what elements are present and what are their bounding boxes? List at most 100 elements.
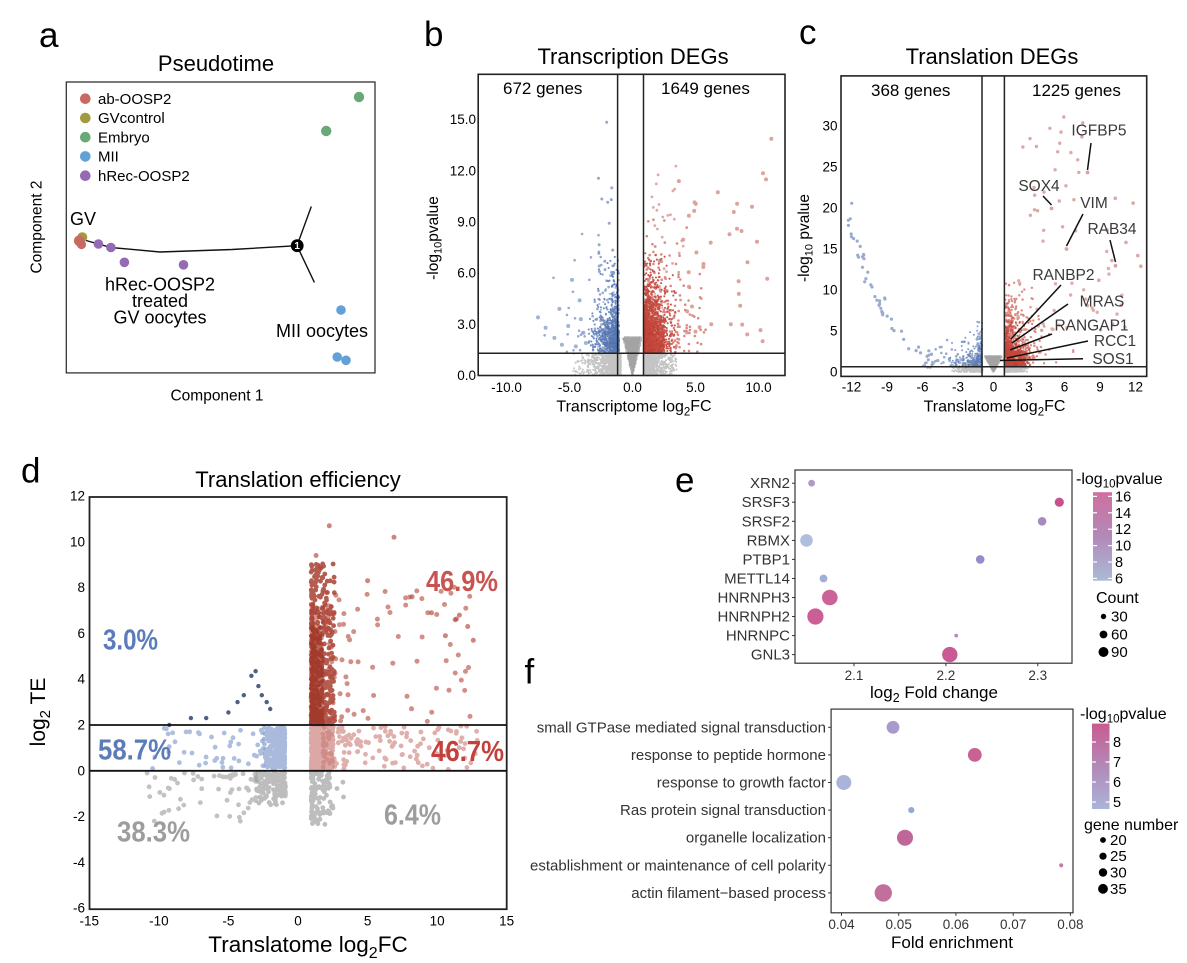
svg-text:HNRNPC: HNRNPC [726,628,790,645]
svg-text:f: f [525,653,535,692]
svg-text:25: 25 [822,160,837,175]
svg-text:0: 0 [830,365,838,380]
svg-text:6: 6 [77,626,85,641]
svg-text:SRSF3: SRSF3 [742,494,790,511]
svg-text:2.3: 2.3 [1028,668,1047,683]
svg-text:-log10pvalue: -log10pvalue [1076,471,1163,491]
svg-text:GNL3: GNL3 [751,647,790,664]
svg-text:SOX4: SOX4 [1018,178,1060,195]
svg-text:0.0: 0.0 [457,368,476,383]
svg-text:-5: -5 [222,914,234,929]
svg-text:5: 5 [830,324,838,339]
svg-text:-4: -4 [73,855,85,870]
svg-text:b: b [424,15,443,54]
svg-text:6.4%: 6.4% [384,800,441,832]
svg-text:12.0: 12.0 [450,163,476,178]
svg-text:gene number: gene number [1084,817,1179,834]
svg-text:response to peptide hormone: response to peptide hormone [631,747,826,764]
svg-text:Translation DEGs: Translation DEGs [906,44,1079,69]
svg-text:60: 60 [1111,627,1128,644]
svg-text:6: 6 [1061,380,1069,395]
svg-text:3.0%: 3.0% [103,625,158,657]
svg-text:5: 5 [1113,795,1121,811]
svg-text:e: e [675,461,694,500]
svg-text:12: 12 [1128,380,1143,395]
svg-text:30: 30 [822,119,837,134]
svg-text:-10: -10 [149,914,169,929]
svg-text:RCC1: RCC1 [1094,333,1136,350]
svg-text:0.07: 0.07 [1000,917,1026,932]
svg-text:58.7%: 58.7% [98,735,171,767]
svg-text:1649 genes: 1649 genes [661,79,750,98]
svg-text:VIM: VIM [1080,195,1108,212]
svg-text:8: 8 [1113,735,1121,751]
svg-text:-log10 pvalue: -log10 pvalue [796,194,816,282]
svg-text:0.0: 0.0 [623,380,642,395]
svg-text:Translatome log2FC: Translatome log2FC [208,932,407,962]
svg-text:3.0: 3.0 [457,317,476,332]
svg-text:Transcriptome log2FC: Transcriptome log2FC [556,398,711,419]
svg-text:IGFBP5: IGFBP5 [1071,123,1126,140]
svg-text:Component 2: Component 2 [29,180,46,273]
svg-text:Translatome log2FC: Translatome log2FC [924,398,1066,419]
svg-text:-log10pvalue: -log10pvalue [1080,706,1167,726]
svg-text:368 genes: 368 genes [871,81,950,100]
svg-text:10: 10 [430,914,445,929]
svg-text:-12: -12 [842,380,862,395]
svg-text:15: 15 [499,914,514,929]
svg-text:METTL14: METTL14 [724,571,790,588]
svg-text:1: 1 [294,241,300,252]
svg-text:GV: GV [70,209,96,229]
svg-text:RANBP2: RANBP2 [1032,267,1094,284]
svg-text:GV oocytes: GV oocytes [113,308,206,328]
svg-text:c: c [799,13,817,52]
svg-text:0: 0 [294,914,302,929]
svg-text:16: 16 [1115,489,1131,505]
svg-text:actin filament−based process: actin filament−based process [631,885,826,902]
svg-text:8: 8 [1115,555,1123,571]
svg-text:RAB34: RAB34 [1087,221,1136,238]
svg-text:establishment or maintenance o: establishment or maintenance of cell pol… [530,857,826,874]
svg-text:10: 10 [1115,539,1131,555]
svg-text:46.7%: 46.7% [431,736,504,768]
svg-text:2: 2 [77,718,85,733]
svg-text:Transcription DEGs: Transcription DEGs [537,44,728,69]
svg-text:Pseudotime: Pseudotime [158,51,274,76]
svg-text:15.0: 15.0 [450,112,476,127]
svg-text:ab-OOSP2: ab-OOSP2 [98,91,171,108]
svg-text:30: 30 [1110,865,1127,882]
svg-text:4: 4 [77,672,85,687]
svg-text:Component 1: Component 1 [170,388,263,405]
svg-text:a: a [39,16,59,55]
svg-text:organelle localization: organelle localization [686,830,826,847]
svg-text:XRN2: XRN2 [750,475,790,492]
svg-text:hRec-OOSP2: hRec-OOSP2 [105,275,215,295]
svg-text:GVcontrol: GVcontrol [98,110,165,127]
svg-text:-6: -6 [916,380,928,395]
svg-text:10: 10 [822,283,837,298]
svg-text:9: 9 [1096,380,1104,395]
svg-text:9.0: 9.0 [457,214,476,229]
svg-text:0.05: 0.05 [886,917,912,932]
svg-text:5.0: 5.0 [686,380,705,395]
svg-text:2.2: 2.2 [937,668,956,683]
svg-text:HNRNPH3: HNRNPH3 [717,590,790,607]
svg-text:-5.0: -5.0 [558,380,581,395]
svg-text:20: 20 [1110,832,1127,849]
svg-text:0: 0 [990,380,998,395]
svg-text:0.06: 0.06 [943,917,969,932]
svg-text:Embryo: Embryo [98,129,150,146]
svg-text:5: 5 [364,914,372,929]
svg-text:small GTPase mediated signal t: small GTPase mediated signal transductio… [537,719,826,736]
svg-text:response to growth factor: response to growth factor [657,775,826,792]
svg-text:-3: -3 [952,380,964,395]
svg-text:-2: -2 [73,809,85,824]
svg-text:log2 Fold change: log2 Fold change [870,683,998,705]
svg-text:Translation efficiency: Translation efficiency [195,467,400,492]
svg-text:2.1: 2.1 [845,668,864,683]
svg-text:-10.0: -10.0 [491,380,522,395]
svg-text:Count: Count [1096,590,1139,607]
svg-text:Fold enrichment: Fold enrichment [891,933,1013,952]
svg-text:-6: -6 [73,901,85,916]
svg-text:10: 10 [70,534,85,549]
